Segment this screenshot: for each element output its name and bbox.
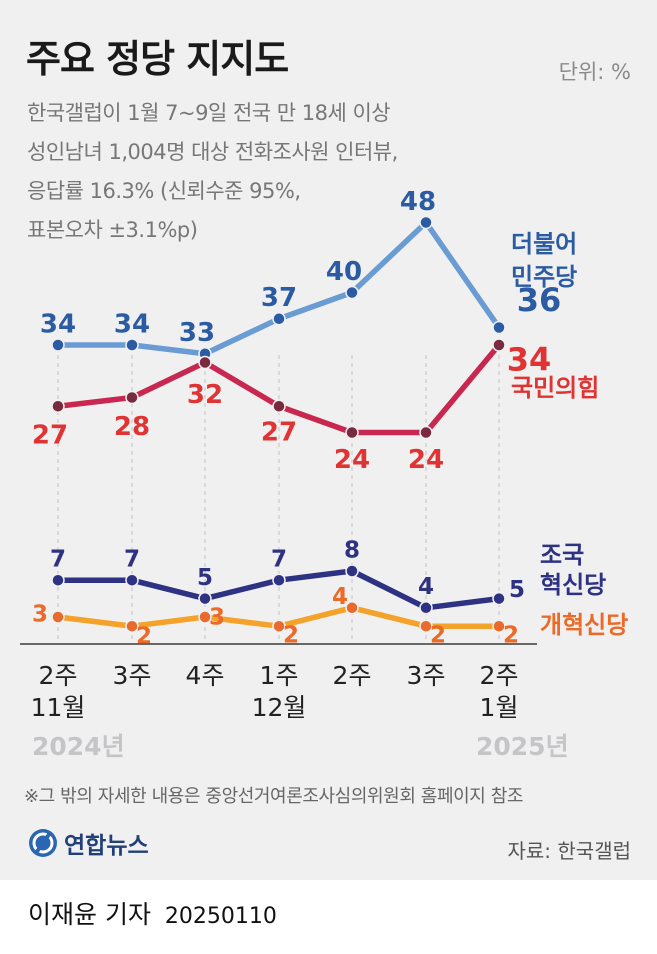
data-point-0-1 bbox=[125, 338, 139, 352]
data-point-1-1 bbox=[125, 390, 139, 405]
data-point-0-3 bbox=[272, 312, 286, 326]
source-label: 자료: 한국갤럽 bbox=[507, 839, 632, 863]
survey-note-line-1: 한국갤럽이 1월 7~9일 전국 만 18세 이상 bbox=[27, 101, 391, 125]
x-label-6-month: 1월 bbox=[479, 693, 519, 722]
x-label-5-week: 3주 bbox=[406, 661, 446, 690]
infographic-panel bbox=[0, 0, 657, 880]
yonhap-logo-icon bbox=[29, 829, 57, 857]
data-label-2-1: 7 bbox=[124, 546, 140, 572]
yonhap-logo: 연합뉴스 bbox=[28, 826, 149, 860]
data-point-3-0 bbox=[51, 610, 65, 624]
data-point-3-5 bbox=[419, 619, 433, 633]
data-label-1-2: 32 bbox=[187, 380, 223, 410]
data-label-3-0: 3 bbox=[32, 601, 48, 627]
series-name-3-0: 개혁신당 bbox=[540, 611, 628, 639]
data-point-2-6 bbox=[492, 591, 506, 606]
data-label-0-0: 34 bbox=[40, 309, 76, 339]
data-point-2-1 bbox=[125, 573, 139, 587]
data-label-0-5: 48 bbox=[400, 187, 436, 217]
data-point-1-5 bbox=[419, 425, 433, 440]
data-label-0-6: 36 bbox=[517, 281, 562, 319]
data-label-3-2: 3 bbox=[209, 604, 225, 630]
data-label-3-3: 2 bbox=[283, 622, 299, 648]
series-name-1-0: 국민의힘 bbox=[511, 374, 599, 402]
x-label-4-week: 2주 bbox=[332, 661, 372, 690]
publish-date: 20250110 bbox=[164, 904, 277, 929]
data-point-1-4 bbox=[345, 425, 359, 440]
data-point-0-6 bbox=[492, 320, 506, 335]
x-label-3-week: 1주 bbox=[259, 661, 299, 690]
data-point-3-2 bbox=[198, 610, 212, 624]
data-point-2-5 bbox=[419, 601, 433, 615]
x-label-0-month: 11월 bbox=[30, 693, 86, 722]
data-point-1-6 bbox=[492, 338, 506, 352]
data-point-1-0 bbox=[51, 399, 65, 413]
data-point-2-4 bbox=[345, 564, 359, 578]
data-point-3-6 bbox=[492, 619, 506, 633]
data-label-2-6: 5 bbox=[509, 577, 525, 603]
data-point-2-2 bbox=[198, 591, 212, 606]
survey-note-line-3: 응답률 16.3% (신뢰수준 95%, bbox=[27, 179, 301, 203]
x-label-6-week: 2주 bbox=[479, 661, 519, 690]
survey-note-line-4: 표본오차 ±3.1%p) bbox=[27, 218, 198, 242]
year-label-2024: 2024년 bbox=[32, 732, 125, 761]
reporter-name: 이재윤 기자 bbox=[28, 900, 151, 929]
data-label-2-4: 8 bbox=[344, 537, 360, 563]
data-point-2-3 bbox=[272, 573, 286, 587]
data-point-0-0 bbox=[51, 338, 65, 352]
credit-line: 이재윤 기자 20250110 bbox=[28, 895, 277, 931]
data-label-3-6: 2 bbox=[503, 622, 519, 648]
x-label-2-week: 4주 bbox=[185, 661, 225, 690]
logo-text: 연합뉴스 bbox=[64, 833, 149, 859]
page-title: 주요 정당 지지도 bbox=[26, 37, 289, 81]
data-label-0-1: 34 bbox=[114, 309, 150, 339]
data-label-2-3: 7 bbox=[271, 546, 287, 572]
series-name-0-1: 민주당 bbox=[511, 263, 577, 291]
data-label-1-6: 34 bbox=[507, 341, 552, 379]
data-label-0-2: 33 bbox=[179, 318, 215, 348]
unit-label: 단위: % bbox=[558, 60, 631, 84]
data-label-0-4: 40 bbox=[326, 257, 362, 287]
data-label-3-5: 2 bbox=[430, 622, 446, 648]
data-label-1-0: 27 bbox=[32, 421, 68, 451]
data-point-0-5 bbox=[419, 215, 433, 230]
data-label-1-4: 24 bbox=[334, 445, 370, 475]
data-point-3-3 bbox=[272, 619, 286, 633]
data-point-1-3 bbox=[272, 399, 286, 413]
survey-note-line-2: 성인남녀 1,004명 대상 전화조사원 인터뷰, bbox=[27, 140, 398, 164]
data-label-1-5: 24 bbox=[408, 445, 444, 475]
series-name-2-0: 조국 bbox=[540, 541, 584, 569]
x-label-3-month: 12월 bbox=[251, 693, 307, 722]
data-point-2-0 bbox=[51, 573, 65, 587]
data-point-0-4 bbox=[345, 285, 359, 300]
data-label-2-0: 7 bbox=[50, 546, 66, 572]
series-name-2-1: 혁신당 bbox=[540, 571, 606, 599]
data-label-1-3: 27 bbox=[261, 418, 297, 448]
data-label-3-1: 2 bbox=[136, 623, 152, 649]
x-label-0-week: 2주 bbox=[38, 661, 78, 690]
data-point-1-2 bbox=[198, 355, 212, 370]
data-point-3-4 bbox=[345, 601, 359, 615]
data-label-3-4: 4 bbox=[332, 584, 348, 610]
data-point-3-1 bbox=[125, 619, 139, 633]
footnote: ※그 밖의 자세한 내용은 중앙선거여론조사심의위원회 홈페이지 참조 bbox=[24, 786, 524, 807]
x-label-1-week: 3주 bbox=[112, 661, 152, 690]
series-name-0-0: 더불어 bbox=[511, 230, 577, 258]
data-label-0-3: 37 bbox=[261, 283, 297, 313]
year-label-2025: 2025년 bbox=[476, 732, 569, 761]
data-label-2-2: 5 bbox=[197, 565, 213, 591]
data-label-1-1: 28 bbox=[114, 412, 150, 442]
data-label-2-5: 4 bbox=[418, 574, 434, 600]
